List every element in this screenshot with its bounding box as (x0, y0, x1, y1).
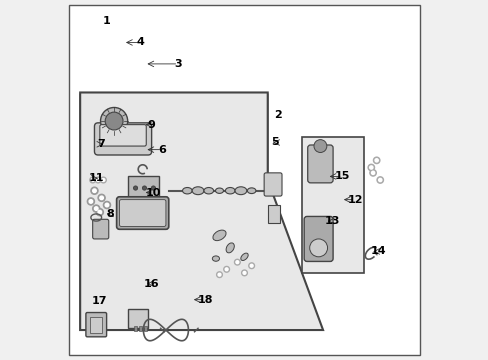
FancyBboxPatch shape (94, 123, 151, 155)
Circle shape (142, 186, 146, 190)
FancyBboxPatch shape (69, 5, 419, 355)
Circle shape (218, 273, 221, 276)
Circle shape (369, 166, 372, 169)
Bar (139, 327, 142, 331)
Ellipse shape (182, 188, 192, 194)
Text: 11: 11 (88, 173, 104, 183)
Circle shape (101, 177, 106, 183)
FancyBboxPatch shape (307, 145, 332, 183)
Circle shape (235, 261, 238, 264)
FancyBboxPatch shape (304, 216, 332, 261)
Bar (128, 309, 148, 328)
Ellipse shape (212, 256, 219, 261)
Ellipse shape (225, 188, 235, 194)
Circle shape (248, 263, 254, 269)
Ellipse shape (247, 188, 255, 194)
Text: 9: 9 (147, 120, 155, 130)
Ellipse shape (215, 188, 223, 193)
Ellipse shape (203, 188, 213, 194)
Bar (90, 317, 102, 333)
Circle shape (133, 186, 138, 190)
Circle shape (97, 179, 99, 181)
Circle shape (250, 264, 253, 267)
FancyBboxPatch shape (93, 219, 108, 239)
Bar (134, 327, 136, 331)
Text: 1: 1 (103, 16, 111, 26)
Circle shape (234, 259, 240, 265)
Bar (267, 205, 280, 223)
Text: 14: 14 (370, 247, 386, 256)
Circle shape (369, 170, 376, 176)
Circle shape (103, 202, 110, 208)
Text: 3: 3 (174, 59, 182, 69)
Circle shape (225, 268, 227, 271)
Ellipse shape (192, 187, 203, 195)
Circle shape (93, 189, 96, 193)
Circle shape (243, 271, 245, 274)
Text: 13: 13 (324, 216, 339, 226)
Circle shape (87, 198, 94, 205)
Circle shape (98, 194, 105, 202)
Text: 10: 10 (145, 188, 161, 198)
Text: 15: 15 (334, 171, 350, 181)
Circle shape (98, 210, 102, 214)
FancyBboxPatch shape (119, 200, 165, 226)
FancyArrowPatch shape (373, 253, 376, 255)
Circle shape (95, 177, 101, 183)
Bar (128, 176, 159, 200)
Text: 17: 17 (92, 296, 107, 306)
Circle shape (105, 203, 108, 207)
Circle shape (216, 272, 222, 278)
Text: 18: 18 (197, 295, 212, 305)
Circle shape (105, 112, 123, 130)
FancyBboxPatch shape (100, 125, 146, 146)
Circle shape (102, 179, 104, 181)
FancyBboxPatch shape (86, 312, 106, 337)
Polygon shape (80, 94, 319, 330)
Circle shape (371, 171, 374, 175)
Circle shape (309, 239, 327, 257)
FancyBboxPatch shape (116, 197, 168, 229)
Circle shape (89, 200, 93, 203)
Circle shape (241, 270, 247, 276)
Ellipse shape (240, 253, 248, 261)
Circle shape (91, 179, 94, 181)
Circle shape (94, 207, 98, 210)
Text: 16: 16 (143, 279, 159, 289)
Circle shape (90, 177, 95, 183)
Circle shape (224, 266, 229, 272)
Circle shape (378, 179, 381, 181)
Circle shape (313, 140, 326, 153)
Polygon shape (80, 93, 323, 330)
Text: 5: 5 (270, 138, 278, 148)
Circle shape (373, 157, 379, 163)
Circle shape (96, 208, 103, 216)
Ellipse shape (235, 187, 246, 195)
Text: 12: 12 (347, 195, 362, 204)
Circle shape (151, 186, 155, 190)
Bar (144, 327, 147, 331)
Circle shape (374, 159, 378, 162)
Circle shape (101, 108, 127, 135)
Circle shape (91, 187, 98, 194)
Ellipse shape (225, 243, 234, 253)
Text: 4: 4 (137, 37, 144, 48)
Circle shape (367, 164, 374, 171)
Bar (301, 137, 364, 273)
Circle shape (100, 196, 103, 200)
Text: 8: 8 (106, 209, 114, 219)
FancyBboxPatch shape (264, 173, 282, 196)
Text: 7: 7 (98, 139, 105, 149)
Circle shape (376, 177, 383, 183)
Ellipse shape (212, 230, 225, 240)
Circle shape (93, 205, 100, 212)
Text: 6: 6 (158, 145, 166, 155)
Text: 2: 2 (274, 110, 282, 120)
